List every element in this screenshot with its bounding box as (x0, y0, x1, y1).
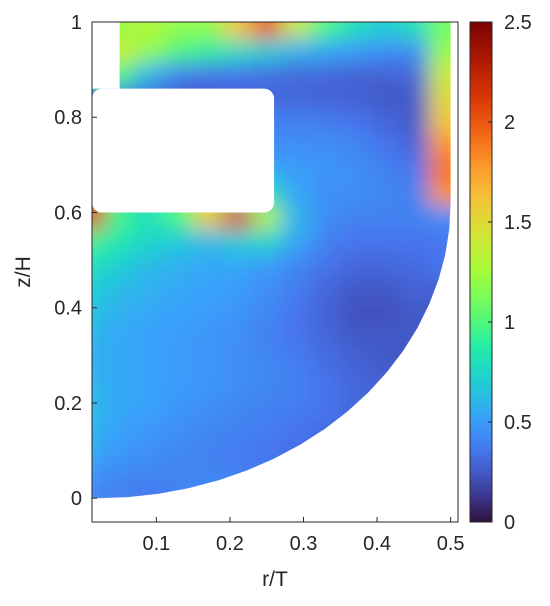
colorbar-tick-label: 0 (504, 512, 515, 534)
masked-region-impeller (92, 88, 275, 213)
x-tick-label: 0.5 (437, 533, 465, 555)
plot-area (91, 21, 459, 523)
y-tick-label: 0.2 (54, 393, 82, 415)
y-axis: 0 0.2 0.4 0.6 0.8 1 (54, 12, 97, 510)
x-tick-label: 0.2 (216, 533, 244, 555)
heatmap-cell (428, 22, 451, 39)
colorbar-gradient (469, 21, 493, 523)
colorbar-tick-label: 2.5 (504, 12, 532, 34)
y-tick-label: 0.8 (54, 107, 82, 129)
x-axis: 0.1 0.2 0.3 0.4 0.5 (142, 517, 465, 555)
colorbar: 0 0.5 1 1.5 2 2.5 (469, 12, 532, 534)
colorbar-tick-label: 0.5 (504, 412, 532, 434)
colorbar-tick-label: 2 (504, 112, 515, 134)
y-tick-label: 0 (71, 488, 82, 510)
masked-region-shaft (92, 22, 120, 89)
y-tick-label: 1 (71, 12, 82, 34)
y-tick-label: 0.6 (54, 202, 82, 224)
x-tick-label: 0.3 (290, 533, 318, 555)
y-axis-label: z/H (12, 256, 35, 288)
x-axis-label: r/T (262, 568, 288, 591)
x-tick-label: 0.1 (142, 533, 170, 555)
x-tick-label: 0.4 (363, 533, 391, 555)
colorbar-tick-label: 1.5 (504, 212, 532, 234)
y-tick-label: 0.4 (54, 298, 82, 320)
plot-frame (91, 21, 459, 523)
colorbar-tick-label: 1 (504, 312, 515, 334)
masked-regions (92, 22, 275, 213)
colorbar-ticks: 0 0.5 1 1.5 2 2.5 (488, 12, 532, 534)
